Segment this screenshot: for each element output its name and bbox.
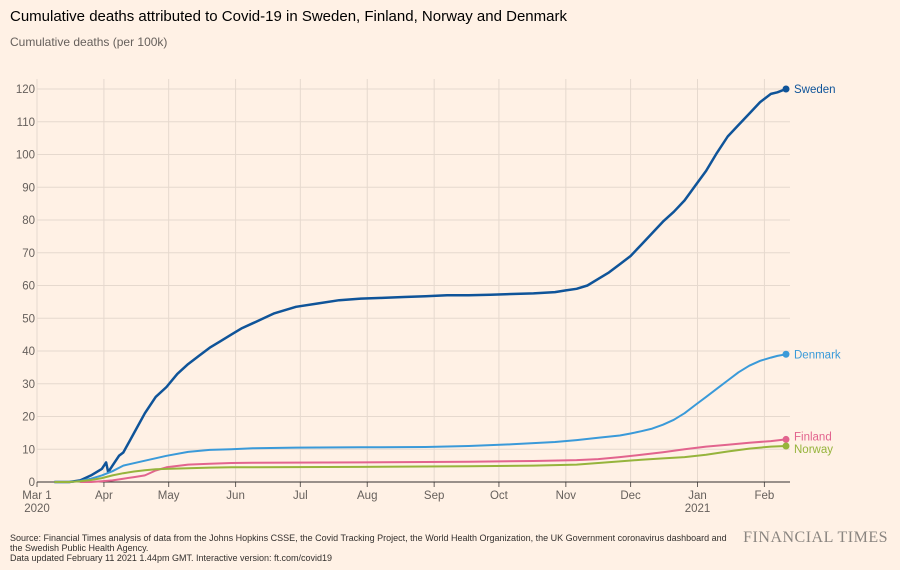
series-line-denmark [54, 353, 787, 483]
x-tick-label: Jan [688, 490, 707, 502]
x-tick-label: Apr [95, 490, 113, 502]
series-line-finland [80, 438, 787, 483]
x-tick-sublabel: 2021 [685, 503, 711, 515]
y-tick-label: 50 [22, 313, 35, 325]
x-tick-label: Oct [490, 490, 509, 502]
y-tick-label: 60 [22, 281, 35, 293]
series-line-sweden [54, 87, 787, 484]
series-label-norway: Norway [794, 444, 833, 456]
series-label-sweden: Sweden [794, 84, 836, 96]
series-end-dot-denmark [782, 350, 790, 358]
chart-title: Cumulative deaths attributed to Covid-19… [10, 8, 567, 25]
chart-subtitle: Cumulative deaths (per 100k) [10, 35, 168, 49]
y-tick-label: 30 [22, 379, 35, 391]
series-end-dot-sweden [782, 85, 790, 93]
x-tick-label: Dec [620, 490, 641, 502]
ft-logo: FINANCIAL TIMES [743, 529, 888, 546]
footer-notes: Source: Financial Times analysis of data… [10, 533, 735, 563]
x-tick-sublabel: 2020 [24, 503, 50, 515]
series-lines [54, 85, 790, 484]
y-tick-label: 120 [16, 84, 35, 96]
y-tick-label: 80 [22, 215, 35, 227]
grid-lines [36, 79, 790, 483]
series-label-finland: Finland [794, 431, 832, 443]
series-end-dot-finland [782, 435, 790, 443]
x-tick-label: Nov [556, 490, 577, 502]
y-tick-label: 0 [29, 477, 35, 489]
y-tick-label: 40 [22, 346, 35, 358]
source-note: Source: Financial Times analysis of data… [10, 533, 727, 553]
x-tick-label: Jul [293, 490, 308, 502]
series-label-denmark: Denmark [794, 349, 841, 361]
y-tick-label: 20 [22, 412, 35, 424]
y-tick-label: 100 [16, 150, 35, 162]
y-tick-label: 70 [22, 248, 35, 260]
series-end-dot-norway [782, 442, 790, 450]
series-line-norway [54, 445, 787, 483]
y-tick-label: 10 [22, 444, 35, 456]
y-tick-label: 110 [17, 117, 35, 129]
x-tick-label: May [158, 490, 180, 502]
x-tick-label: Sep [424, 490, 444, 502]
x-tick-label: Feb [755, 490, 775, 502]
y-tick-label: 90 [22, 182, 35, 194]
update-note: Data updated February 11 2021 1.44pm GMT… [10, 553, 333, 563]
x-tick-label: Aug [357, 490, 377, 502]
x-tick-label: Jun [226, 490, 245, 502]
x-tick-label: Mar 1 [22, 490, 51, 502]
